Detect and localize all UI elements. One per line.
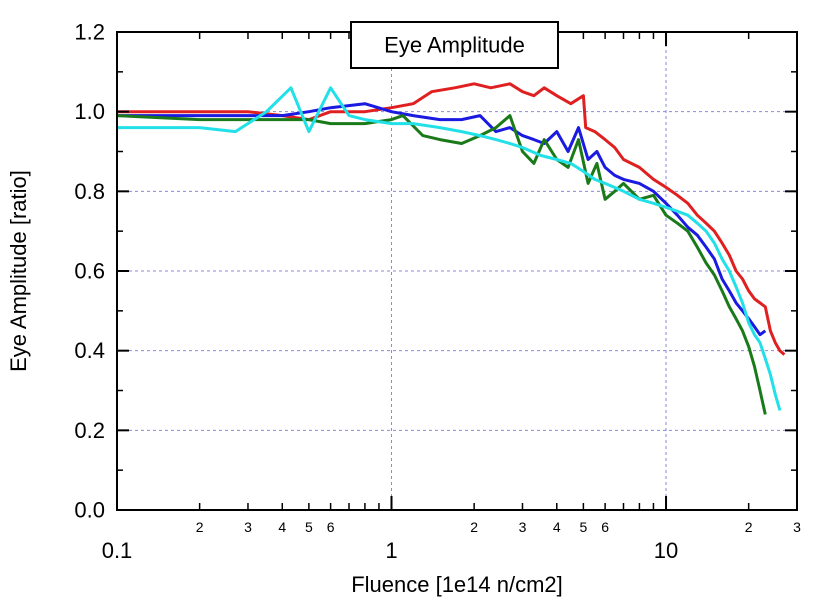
chart-title: Eye Amplitude: [384, 33, 525, 58]
x-axis-label: Fluence [1e14 n/cm2]: [351, 572, 563, 597]
x-tick-label: 1: [385, 538, 397, 563]
title-box-frame: [350, 21, 559, 69]
series-line-1: [117, 82, 786, 356]
grid-lines: [117, 32, 797, 510]
x-minor-tick-label: 6: [601, 519, 609, 535]
x-minor-tick-label: 4: [278, 519, 286, 535]
x-minor-tick-label: 5: [579, 519, 587, 535]
x-minor-tick-label: 3: [793, 519, 801, 535]
x-minor-tick-label: 2: [196, 519, 204, 535]
series-line-4: [117, 86, 782, 411]
axis-ticks: [116, 31, 798, 511]
x-minor-tick-label: 2: [470, 519, 478, 535]
x-minor-tick-label: 2: [745, 519, 753, 535]
tick-labels: 0.00.20.40.60.81.01.20.1 1 102 3 4 5 6 2 3 4 5 6 2 3: [74, 20, 801, 564]
data-series: [116, 82, 786, 415]
y-tick-label: 0.0: [74, 498, 105, 523]
x-minor-tick-label: 3: [519, 519, 527, 535]
y-tick-label: 0.2: [74, 418, 105, 443]
series-line-2: [117, 102, 767, 337]
x-minor-tick-label: 4: [553, 519, 561, 535]
x-tick-label: 10: [654, 538, 678, 563]
x-minor-tick-label: 5: [305, 519, 313, 535]
x-minor-tick-label: 6: [327, 519, 335, 535]
x-tick-label: 0.1: [102, 538, 133, 563]
y-tick-label: 0.8: [74, 179, 105, 204]
y-tick-label: 0.4: [74, 338, 105, 363]
x-minor-tick-label: 3: [244, 519, 252, 535]
chart-title-box: Eye Amplitude: [350, 21, 559, 69]
y-tick-label: 0.6: [74, 259, 105, 284]
y-tick-label: 1.0: [74, 99, 105, 124]
y-tick-label: 1.2: [74, 20, 105, 45]
series-line-3: [116, 114, 767, 415]
y-axis-label: Eye Amplitude [ratio]: [6, 170, 31, 372]
